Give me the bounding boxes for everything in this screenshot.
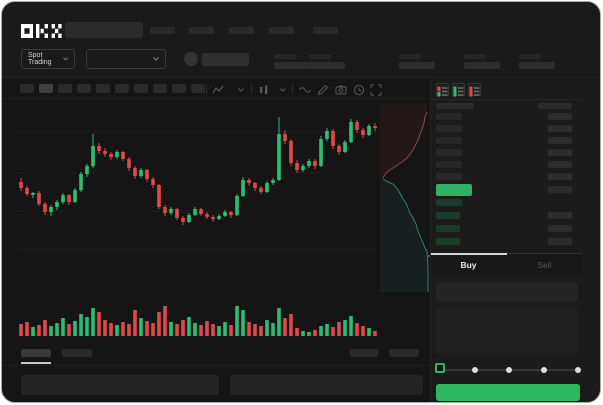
slider-dot-50pct[interactable] — [506, 367, 512, 373]
orders-table-placeholder — [230, 375, 423, 395]
ask-row-price-bar[interactable] — [436, 137, 462, 144]
book-both-icon[interactable] — [436, 83, 449, 97]
slider-dot-100pct[interactable] — [575, 367, 581, 373]
amount-input-panel[interactable] — [436, 307, 578, 355]
stat-label — [309, 54, 331, 59]
nav-item[interactable] — [150, 27, 175, 34]
order-book-header-amount — [538, 103, 572, 109]
book-asks-icon[interactable] — [468, 83, 481, 97]
last-price-badge[interactable] — [436, 184, 472, 196]
buy-sell-tabs: Buy Sell — [431, 253, 582, 275]
chevron-down-icon[interactable] — [238, 88, 244, 92]
ask-row-amount-bar[interactable] — [548, 173, 572, 180]
ask-row-price-bar[interactable] — [436, 173, 462, 180]
price-input[interactable] — [436, 282, 578, 302]
stat-value — [309, 62, 345, 69]
stat-label — [464, 54, 486, 59]
timeframe-button[interactable] — [96, 84, 110, 93]
ask-row-price-bar[interactable] — [436, 161, 462, 168]
timeframe-button[interactable] — [153, 84, 167, 93]
chevron-down-icon[interactable] — [280, 88, 286, 92]
bid-row-price-bar[interactable] — [436, 199, 462, 206]
nav-item[interactable] — [229, 27, 254, 34]
trading-mode-label: Spot Trading — [28, 52, 52, 66]
timeframe-button[interactable] — [20, 84, 34, 93]
indicator-select-icon[interactable] — [212, 83, 224, 95]
depth-chart-panel[interactable] — [380, 98, 434, 294]
ask-row-amount-bar[interactable] — [548, 137, 572, 144]
timeframe-button[interactable] — [134, 84, 148, 93]
stat-value — [519, 62, 555, 69]
coin-icon — [184, 52, 198, 66]
ask-row-amount-bar[interactable] — [548, 113, 572, 120]
slider-dot-25pct[interactable] — [471, 367, 478, 373]
orders-tab[interactable] — [62, 349, 92, 357]
ask-row-amount-bar[interactable] — [548, 149, 572, 156]
camera-icon[interactable] — [335, 83, 347, 95]
ask-row-amount-bar[interactable] — [548, 125, 572, 132]
chevron-down-icon — [153, 57, 159, 61]
chart-toolbar — [2, 79, 430, 99]
slider-dot-75pct[interactable] — [540, 367, 547, 373]
fullscreen-icon[interactable] — [370, 83, 382, 96]
pair-name-placeholder — [202, 53, 249, 66]
stat-label — [274, 54, 296, 59]
timeframe-button[interactable] — [172, 84, 186, 93]
timeframe-button[interactable] — [58, 84, 72, 93]
timeframe-button[interactable] — [115, 84, 129, 93]
stat-label — [519, 54, 541, 59]
order-book-trade-sidebar: Buy Sell — [431, 79, 600, 402]
bid-row-amount-bar[interactable] — [548, 212, 572, 219]
orders-tab-active[interactable] — [21, 349, 51, 357]
trading-mode-dropdown[interactable]: Spot Trading — [21, 49, 75, 69]
active-tab-indicator — [431, 253, 507, 255]
ask-row-price-bar[interactable] — [436, 149, 462, 156]
search-input[interactable] — [65, 22, 143, 38]
stat-value — [399, 62, 435, 69]
stat-value — [274, 62, 310, 69]
bid-row-price-bar[interactable] — [436, 238, 460, 245]
interval-select-icon[interactable] — [258, 83, 270, 95]
nav-item[interactable] — [189, 27, 214, 34]
orders-table-placeholder — [21, 375, 219, 395]
bid-row-amount-bar[interactable] — [548, 225, 572, 232]
timeframe-button[interactable] — [39, 84, 53, 93]
ask-row-amount-bar[interactable] — [548, 161, 572, 168]
chevron-down-icon — [62, 57, 68, 61]
buy-button[interactable] — [436, 384, 580, 401]
stat-value — [464, 62, 500, 69]
orders-action[interactable] — [350, 349, 378, 357]
history-icon[interactable] — [353, 83, 365, 96]
tab-sell[interactable]: Sell — [537, 260, 552, 270]
stat-label — [399, 54, 421, 59]
tab-buy[interactable]: Buy — [460, 260, 477, 270]
pair-select[interactable] — [86, 49, 166, 69]
bid-row-price-bar[interactable] — [436, 212, 460, 219]
order-book-amount-bar — [548, 186, 572, 193]
okx-logo[interactable] — [21, 24, 63, 38]
bid-row-price-bar[interactable] — [436, 225, 460, 232]
wave-tool-icon[interactable] — [299, 83, 311, 95]
ask-row-price-bar[interactable] — [436, 125, 462, 132]
nav-item[interactable] — [269, 27, 294, 34]
volume-bars — [19, 306, 377, 336]
order-book-header-price — [436, 103, 474, 109]
orders-tab-bar — [2, 344, 430, 366]
orders-action[interactable] — [389, 349, 419, 357]
draw-tool-icon[interactable] — [317, 83, 329, 96]
chart-sidebar-divider — [430, 79, 431, 402]
timeframe-button[interactable] — [77, 84, 91, 93]
orders-tab-active-underline — [21, 362, 51, 364]
book-bids-icon[interactable] — [452, 83, 465, 97]
ask-row-price-bar[interactable] — [436, 113, 462, 120]
timeframe-button[interactable] — [191, 84, 205, 93]
nav-item[interactable] — [313, 27, 338, 34]
candlestick-chart[interactable] — [17, 100, 377, 292]
bid-row-amount-bar[interactable] — [548, 238, 572, 245]
app-header: Spot Trading — [2, 2, 600, 78]
amount-slider-handle[interactable] — [435, 363, 445, 373]
